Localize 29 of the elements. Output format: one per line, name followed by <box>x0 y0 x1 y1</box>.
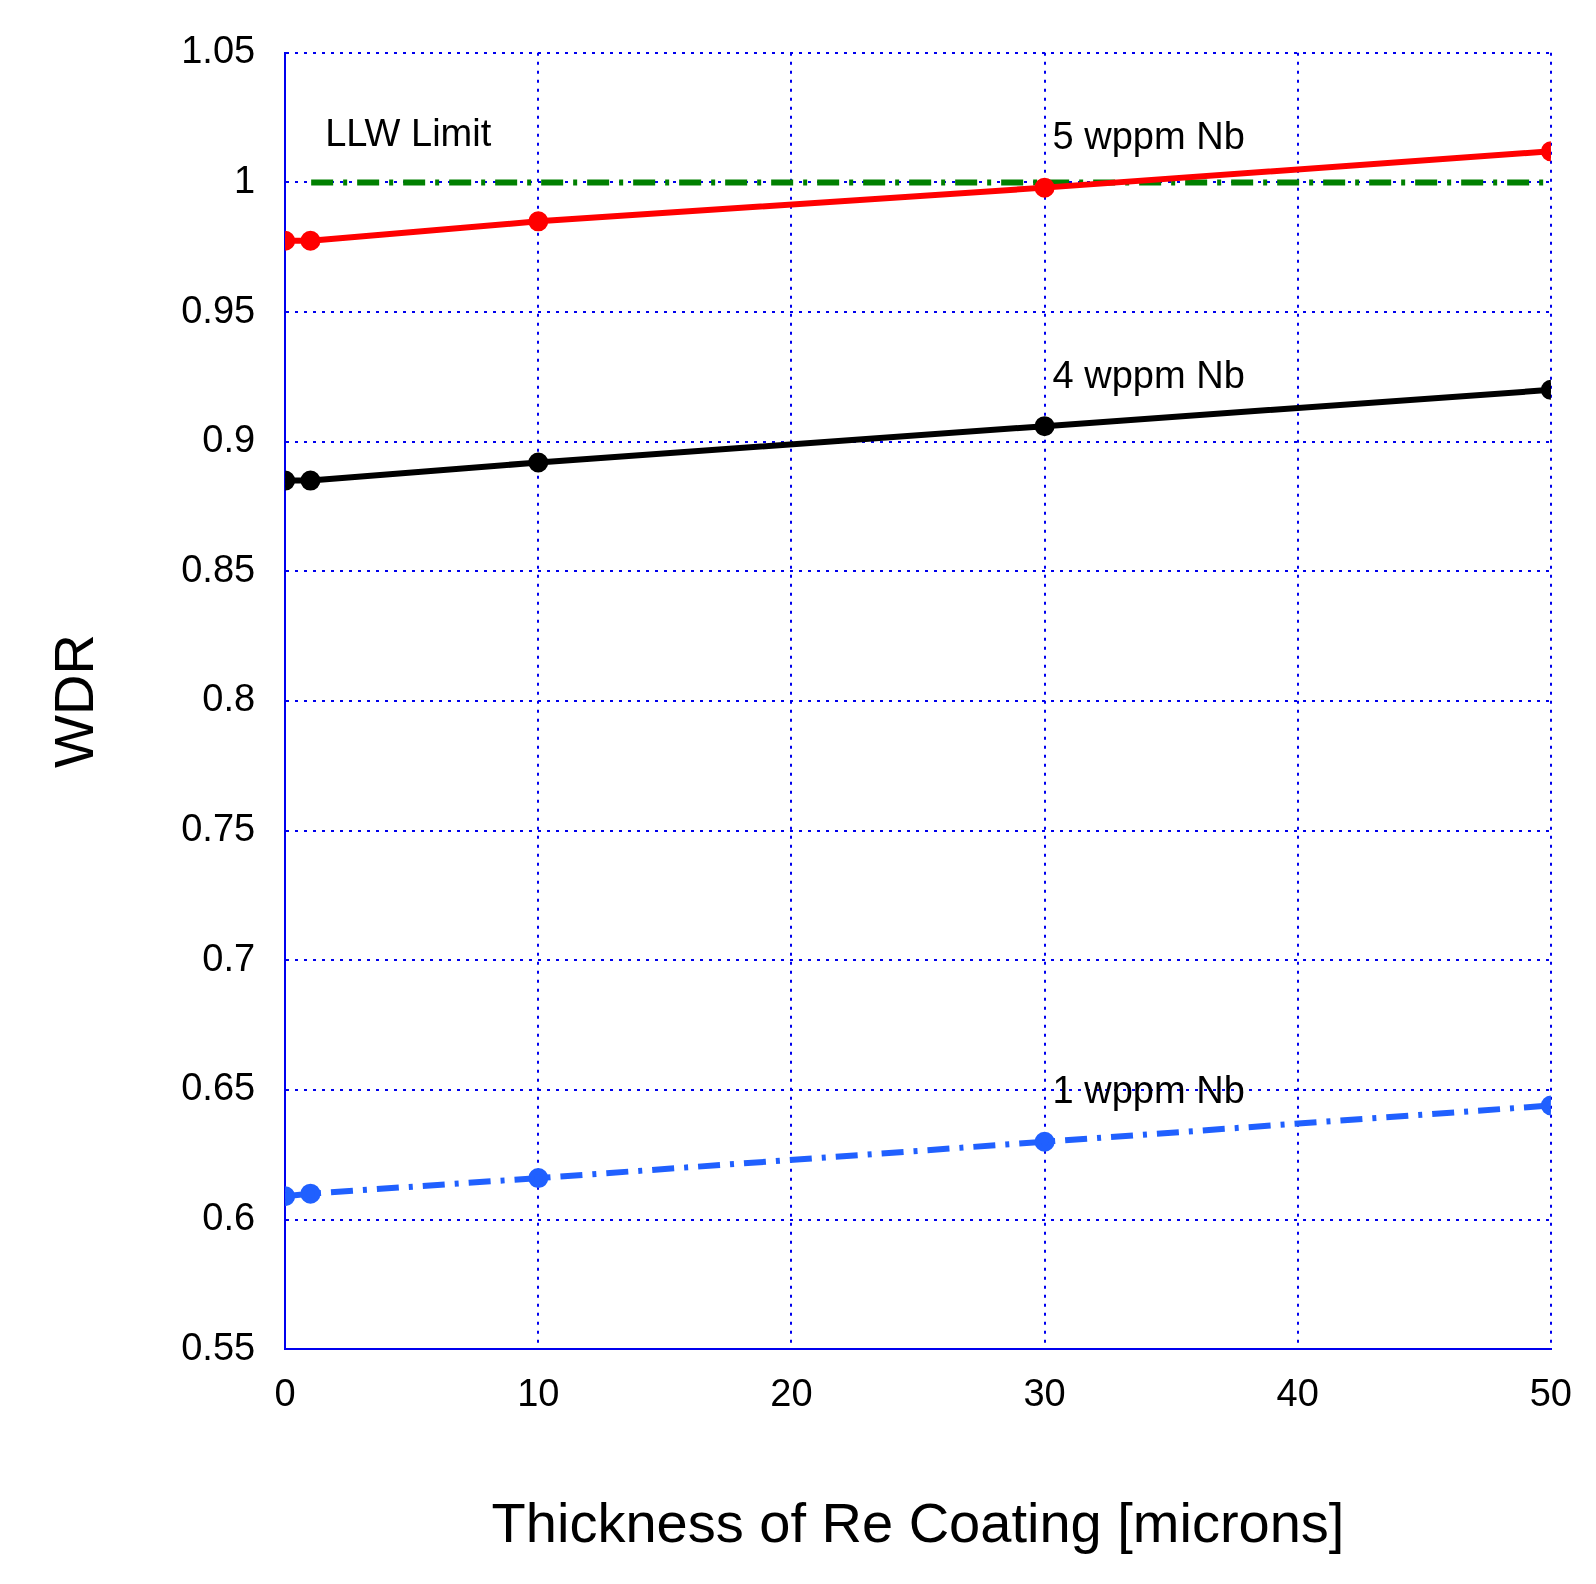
y-tick-label: 0.95 <box>181 288 256 331</box>
ref-line-label: LLW Limit <box>325 111 492 154</box>
y-tick-label: 0.85 <box>181 547 256 590</box>
point <box>300 230 321 251</box>
point <box>528 1168 549 1189</box>
point <box>300 470 321 491</box>
y-tick-label: 0.8 <box>202 677 256 720</box>
x-tick-label: 0 <box>274 1372 296 1415</box>
series-label: 5 wppm Nb <box>1052 115 1245 158</box>
y-tick-label: 1.05 <box>181 29 256 72</box>
x-axis-title: Thickness of Re Coating [microns] <box>491 1490 1345 1554</box>
y-axis-title: WDR <box>42 634 106 768</box>
point <box>528 211 549 232</box>
series-label: 1 wppm Nb <box>1052 1069 1245 1112</box>
y-tick-label: 0.9 <box>202 418 256 461</box>
x-tick-label: 30 <box>1023 1372 1066 1415</box>
y-tick-label: 0.6 <box>202 1196 256 1239</box>
series-label: 4 wppm Nb <box>1052 353 1245 396</box>
y-tick-label: 0.55 <box>181 1325 256 1368</box>
y-tick-label: 0.7 <box>202 936 256 979</box>
y-tick-label: 1 <box>234 158 256 201</box>
x-tick-label: 20 <box>770 1372 813 1415</box>
x-tick-label: 50 <box>1529 1372 1573 1415</box>
x-tick-label: 40 <box>1276 1372 1319 1415</box>
x-tick-label: 10 <box>517 1372 560 1415</box>
y-tick-label: 0.65 <box>181 1066 256 1109</box>
point <box>300 1183 321 1204</box>
y-tick-label: 0.75 <box>181 807 256 850</box>
point <box>528 452 549 473</box>
